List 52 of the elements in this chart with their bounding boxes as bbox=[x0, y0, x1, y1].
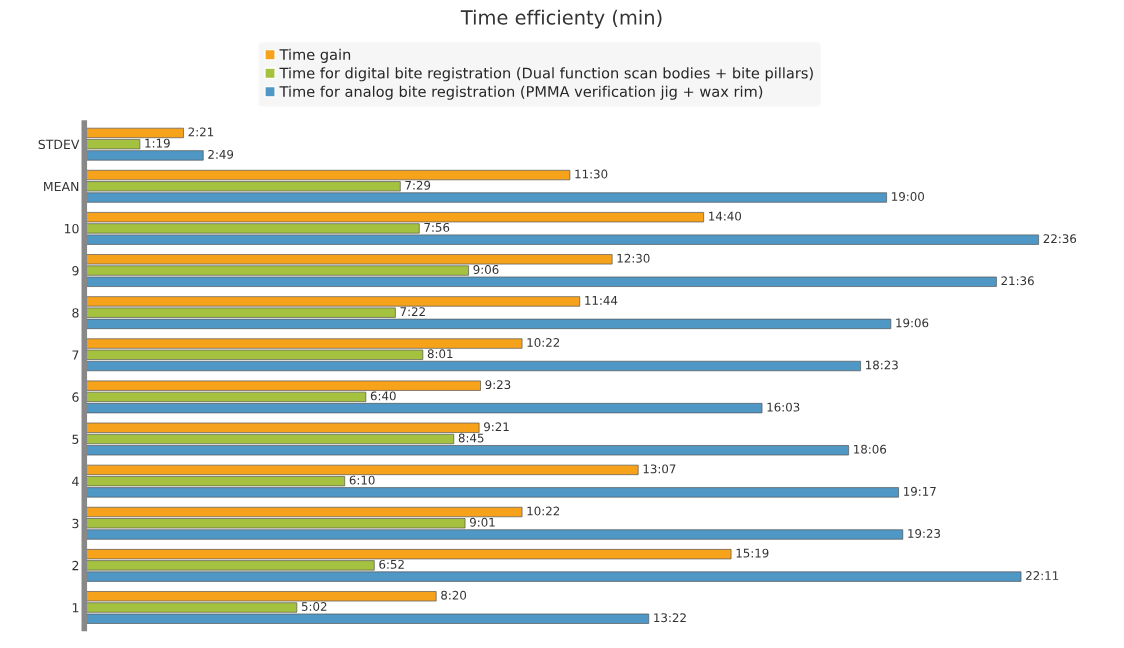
data-label: 14:40 bbox=[709, 211, 742, 221]
data-label: 6:10 bbox=[349, 475, 375, 485]
data-label: 13:07 bbox=[643, 464, 676, 474]
data-label: 1:19 bbox=[145, 138, 170, 148]
data-label: 6:40 bbox=[370, 391, 396, 401]
y-tick-label: 9 bbox=[72, 266, 79, 276]
y-tick-label: 1 bbox=[72, 603, 79, 613]
y-tick-label: 2 bbox=[72, 560, 79, 571]
y-tick-label: 5 bbox=[72, 434, 79, 444]
y-tick-label: 8 bbox=[72, 308, 79, 318]
data-label: 9:23 bbox=[485, 380, 511, 390]
data-label: 22:36 bbox=[1043, 234, 1077, 244]
legend-label: Time for digital bite registration (Dual function scan bodies + bite pillars) bbox=[279, 67, 813, 82]
data-label: 19:00 bbox=[892, 192, 925, 201]
chart-title: Time efficienty (min) bbox=[460, 9, 662, 29]
legend-label: Time gain bbox=[279, 48, 351, 63]
data-label: 21:36 bbox=[1001, 276, 1034, 286]
data-label: 8:45 bbox=[458, 433, 484, 443]
data-label: 18:23 bbox=[866, 360, 898, 370]
data-label: 10:22 bbox=[527, 338, 560, 347]
data-label: 5:02 bbox=[301, 602, 327, 611]
data-label: 2:21 bbox=[188, 127, 214, 137]
y-tick-label: 3 bbox=[72, 518, 79, 529]
data-label: 10:22 bbox=[527, 506, 560, 516]
data-label: 8:01 bbox=[427, 349, 453, 359]
data-label: 6:52 bbox=[379, 559, 404, 569]
data-label: 7:22 bbox=[400, 307, 425, 316]
data-label: 9:01 bbox=[469, 517, 495, 527]
data-label: 7:56 bbox=[424, 222, 450, 232]
data-label: 12:30 bbox=[617, 253, 650, 263]
data-label: 8:20 bbox=[441, 590, 467, 600]
data-label: 13:22 bbox=[654, 613, 686, 623]
legend-label: Time for analog bite registration (PMMA verification jig + wax rim) bbox=[279, 85, 763, 100]
data-label: 7:29 bbox=[405, 180, 431, 190]
data-label: 11:44 bbox=[585, 296, 618, 305]
data-label: 19:23 bbox=[908, 528, 941, 538]
data-label: 2:49 bbox=[208, 149, 234, 159]
y-tick-label: 7 bbox=[72, 350, 79, 360]
y-tick-label: STDEV bbox=[38, 139, 80, 150]
data-label: 19:06 bbox=[896, 318, 929, 328]
data-label: 11:30 bbox=[575, 169, 608, 179]
data-label: 9:06 bbox=[473, 265, 499, 274]
y-tick-label: MEAN bbox=[44, 181, 79, 192]
data-label: 19:17 bbox=[904, 486, 936, 496]
y-tick-label: 4 bbox=[72, 476, 79, 486]
data-label: 15:19 bbox=[736, 548, 769, 558]
data-label: 22:11 bbox=[1026, 571, 1059, 580]
data-label: 9:21 bbox=[484, 422, 509, 432]
data-label: 18:06 bbox=[854, 444, 887, 454]
y-tick-label: 10 bbox=[64, 223, 79, 234]
y-tick-label: 6 bbox=[72, 392, 79, 402]
data-label: 16:03 bbox=[767, 402, 800, 412]
